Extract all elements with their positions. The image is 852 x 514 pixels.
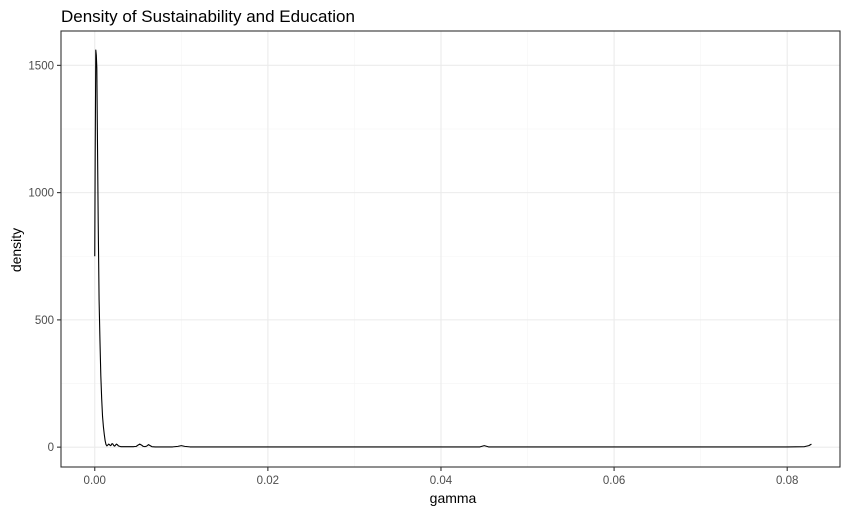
- y-axis-title: density: [8, 228, 24, 272]
- panel-border: [60, 30, 841, 468]
- panel-background: [61, 31, 840, 467]
- x-tick-label: 0.00: [84, 475, 106, 487]
- chart-title: Density of Sustainability and Education: [61, 7, 355, 26]
- x-tick-label: 0.04: [430, 475, 453, 487]
- y-tick-label: 1000: [28, 188, 54, 200]
- y-tick-label: 1500: [28, 60, 54, 72]
- density-line: [94, 49, 812, 448]
- y-tick-label: 0: [48, 442, 54, 454]
- x-tick-label: 0.06: [603, 475, 625, 487]
- x-tick-label: 0.08: [776, 475, 798, 487]
- x-axis-title: gamma: [430, 490, 477, 506]
- y-tick-label: 500: [35, 315, 54, 327]
- plot-area: 0.00 0.02 0.04 0.06 0.08 0 500 1000 1500: [28, 30, 841, 487]
- x-tick-label: 0.02: [257, 475, 279, 487]
